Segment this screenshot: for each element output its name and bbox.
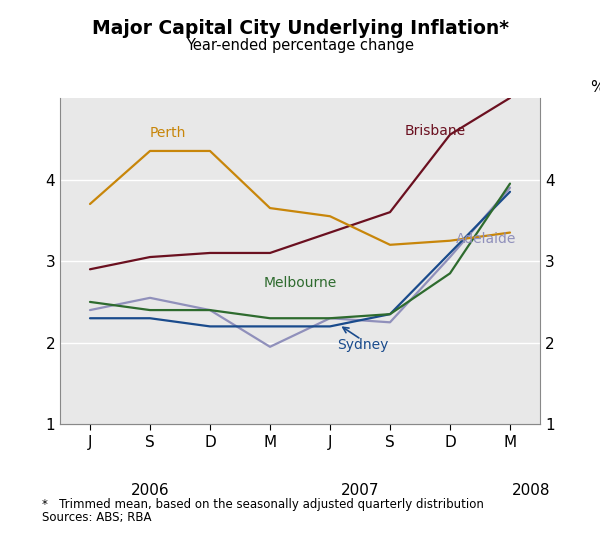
- Text: *   Trimmed mean, based on the seasonally adjusted quarterly distribution: * Trimmed mean, based on the seasonally …: [42, 498, 484, 511]
- Text: Adelaide: Adelaide: [456, 232, 516, 246]
- Text: Sources: ABS; RBA: Sources: ABS; RBA: [42, 511, 151, 524]
- Text: Year-ended percentage change: Year-ended percentage change: [186, 38, 414, 53]
- Text: Brisbane: Brisbane: [404, 123, 466, 138]
- Text: Perth: Perth: [150, 126, 186, 140]
- Text: 2008: 2008: [512, 483, 550, 498]
- Text: Melbourne: Melbourne: [263, 276, 337, 290]
- Text: Major Capital City Underlying Inflation*: Major Capital City Underlying Inflation*: [91, 19, 509, 38]
- Text: 2006: 2006: [131, 483, 169, 498]
- Text: 2007: 2007: [341, 483, 379, 498]
- Text: Sydney: Sydney: [337, 338, 389, 352]
- Text: %: %: [590, 79, 600, 95]
